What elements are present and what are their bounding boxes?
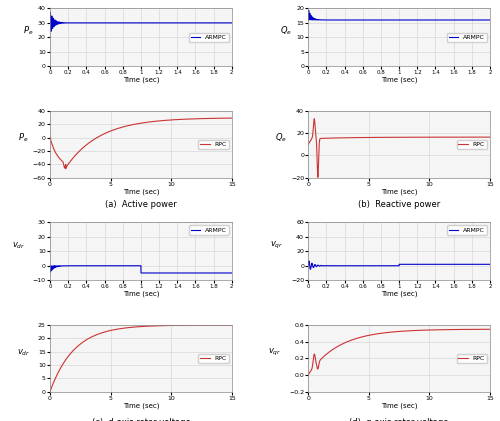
Title: (a)  Active power: (a) Active power: [105, 200, 177, 209]
Title: (d)  q-axis rotor voltage: (d) q-axis rotor voltage: [350, 418, 449, 421]
Legend: ARMPC: ARMPC: [188, 226, 228, 234]
Y-axis label: $P_e$: $P_e$: [18, 132, 28, 144]
Y-axis label: $v_{qr}$: $v_{qr}$: [270, 240, 283, 251]
Y-axis label: $v_{dr}$: $v_{dr}$: [18, 348, 31, 358]
Legend: ARMPC: ARMPC: [447, 33, 487, 42]
Legend: ARMPC: ARMPC: [188, 33, 228, 42]
Title: (c)  d-axis rotor voltage: (c) d-axis rotor voltage: [92, 418, 190, 421]
Legend: RPC: RPC: [198, 354, 228, 363]
X-axis label: Time (sec): Time (sec): [381, 402, 418, 409]
X-axis label: Time (sec): Time (sec): [381, 77, 418, 83]
Y-axis label: $Q_e$: $Q_e$: [275, 132, 287, 144]
Title: (b)  Reactive power: (b) Reactive power: [358, 200, 440, 209]
Y-axis label: $Q_e$: $Q_e$: [280, 25, 292, 37]
X-axis label: Time (sec): Time (sec): [122, 77, 159, 83]
X-axis label: Time (sec): Time (sec): [381, 291, 418, 297]
X-axis label: Time (sec): Time (sec): [381, 188, 418, 195]
Y-axis label: $v_{dr}$: $v_{dr}$: [12, 241, 26, 251]
Legend: ARMPC: ARMPC: [447, 226, 487, 234]
Y-axis label: $P_e$: $P_e$: [23, 25, 34, 37]
Legend: RPC: RPC: [456, 140, 487, 149]
Legend: RPC: RPC: [198, 140, 228, 149]
X-axis label: Time (sec): Time (sec): [122, 291, 159, 297]
Legend: RPC: RPC: [456, 354, 487, 363]
Y-axis label: $v_{qr}$: $v_{qr}$: [268, 347, 281, 358]
X-axis label: Time (sec): Time (sec): [122, 402, 159, 409]
X-axis label: Time (sec): Time (sec): [122, 188, 159, 195]
